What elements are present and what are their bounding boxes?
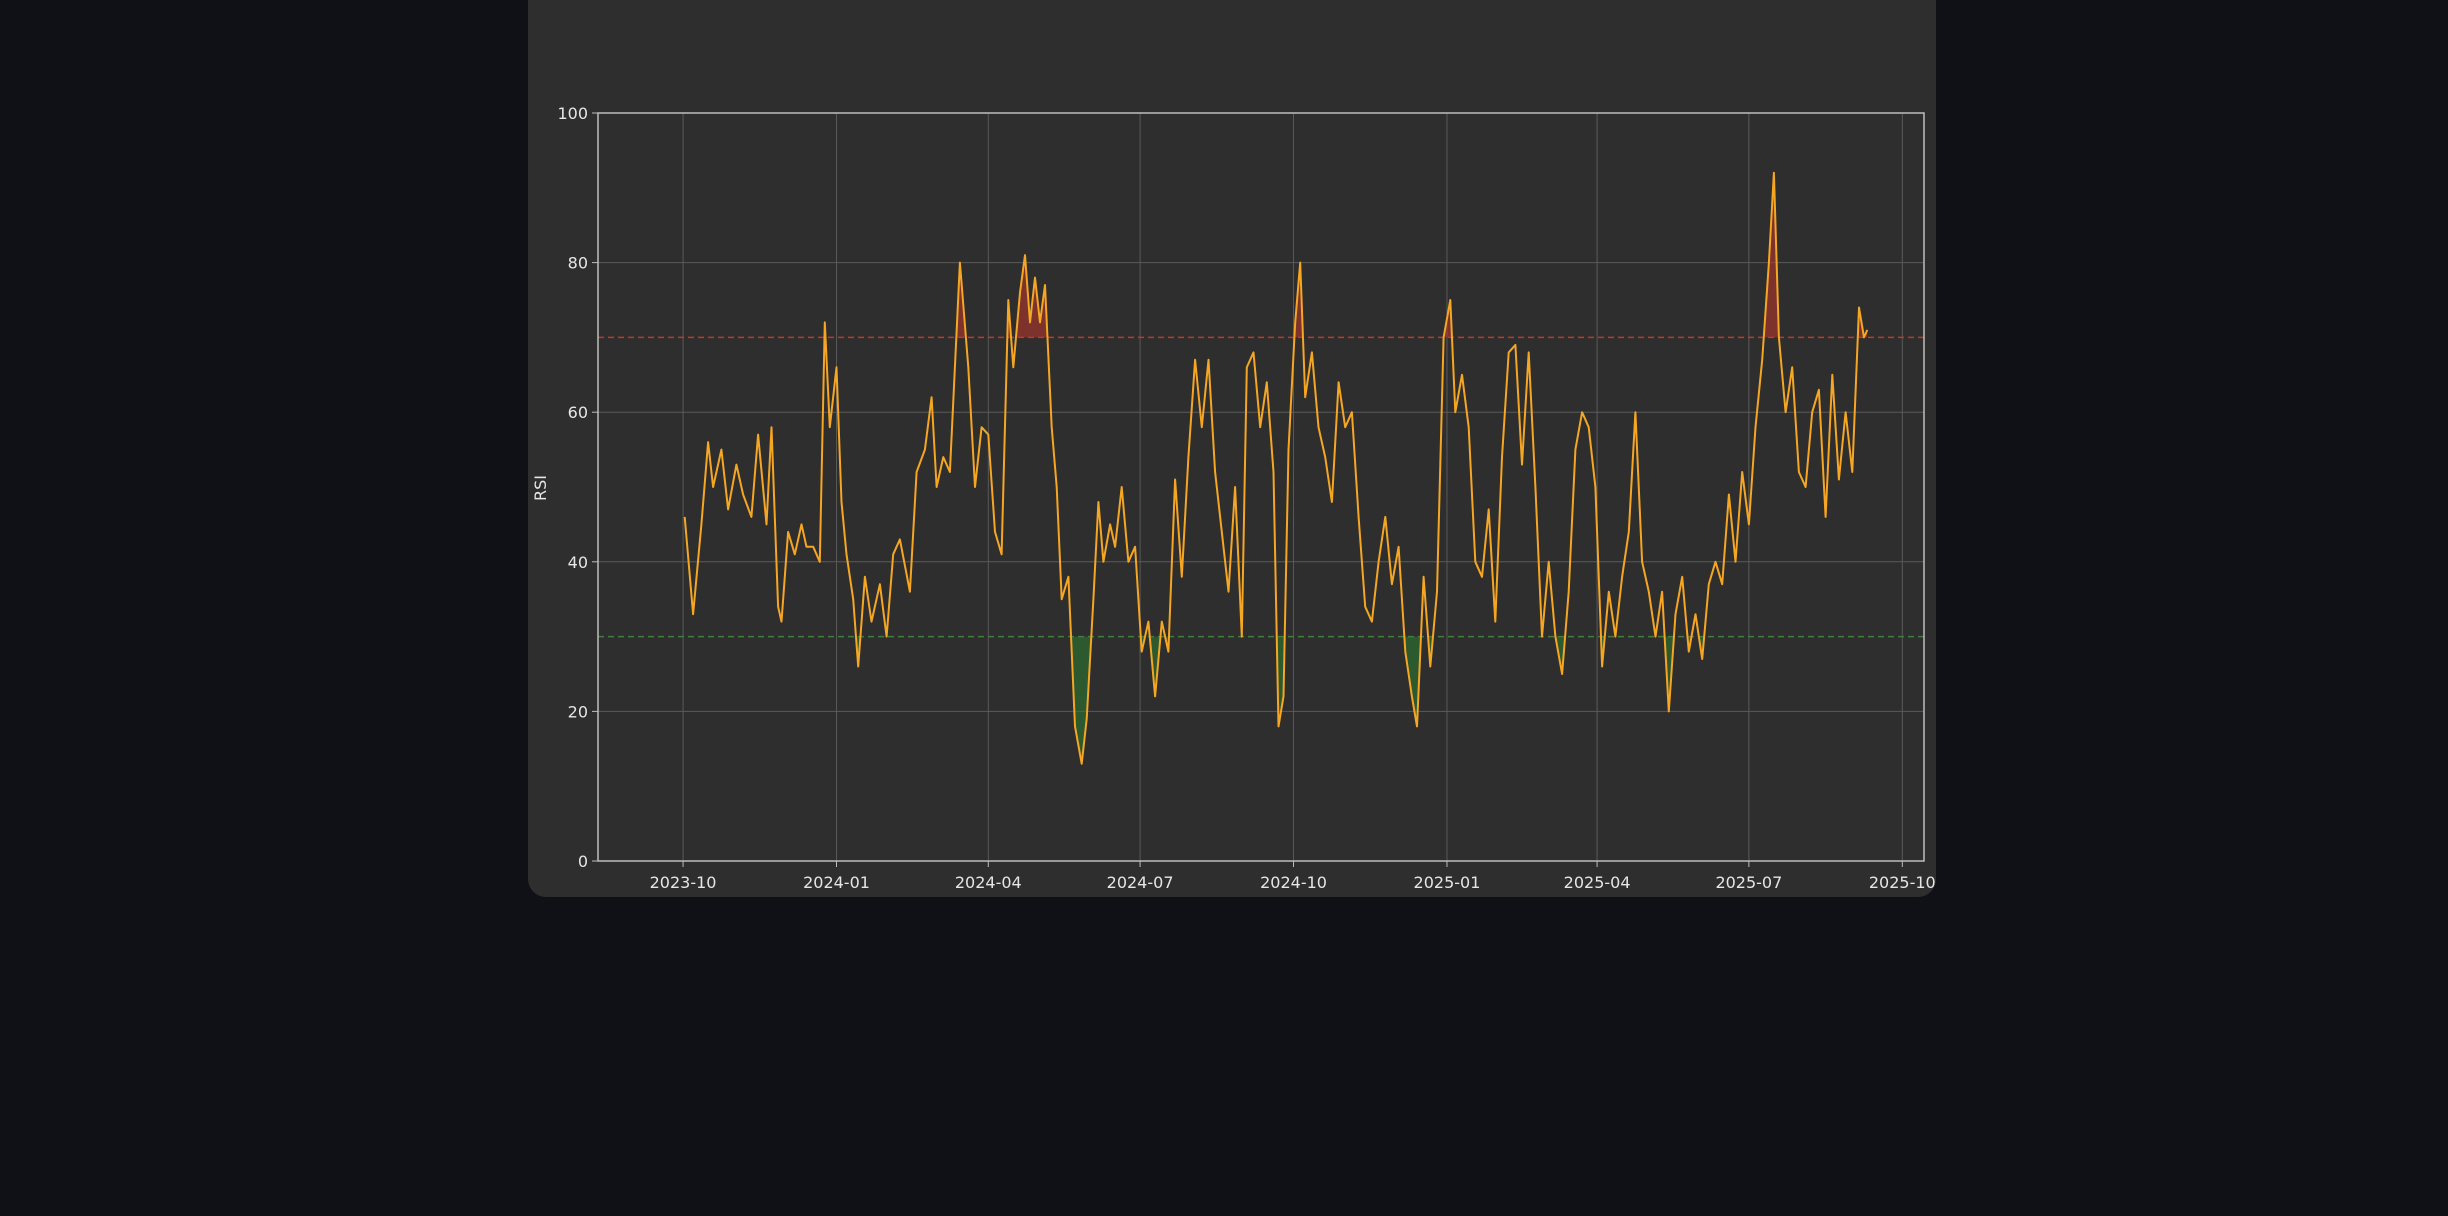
x-tick-label: 2025-01	[1414, 873, 1481, 892]
y-tick-label: 60	[568, 403, 588, 422]
chart-panel: 0 20 40 60 80 100 2023-10 2024-01 2024-04 2024-0…	[528, 0, 1936, 897]
y-axis-label: RSI	[531, 475, 550, 501]
y-tick-label: 100	[557, 104, 588, 123]
rsi-line	[683, 171, 1869, 765]
grid-lines	[598, 113, 1924, 861]
x-tick-label: 2024-10	[1260, 873, 1327, 892]
y-tick-label: 20	[568, 702, 588, 721]
x-tick-label: 2025-07	[1715, 873, 1782, 892]
y-tick-label: 0	[578, 852, 588, 871]
y-tick-label: 40	[568, 553, 588, 572]
oversold-fill	[1664, 636, 1674, 712]
x-tick-label: 2025-10	[1869, 873, 1936, 892]
x-axis-ticks: 2023-10 2024-01 2024-04 2024-07 2024-10 2025-…	[650, 861, 1936, 892]
rsi-series	[683, 171, 1869, 765]
x-tick-label: 2024-04	[955, 873, 1022, 892]
plot-border	[597, 112, 1925, 862]
oversold-fill	[1404, 636, 1421, 727]
y-tick-label: 80	[568, 254, 588, 273]
x-tick-label: 2024-01	[803, 873, 870, 892]
y-axis-ticks: 0 20 40 60 80 100	[557, 104, 598, 871]
x-tick-label: 2024-07	[1107, 873, 1174, 892]
x-tick-label: 2025-04	[1564, 873, 1631, 892]
oversold-fill	[1149, 636, 1161, 697]
threshold-fills	[824, 172, 1868, 764]
threshold-lines	[598, 336, 1924, 638]
rsi-chart: 0 20 40 60 80 100 2023-10 2024-01 2024-04 2024-0…	[531, 104, 1936, 892]
overbought-fill	[1015, 255, 1048, 338]
x-tick-label: 2023-10	[650, 873, 717, 892]
plot-frame	[597, 112, 1925, 862]
